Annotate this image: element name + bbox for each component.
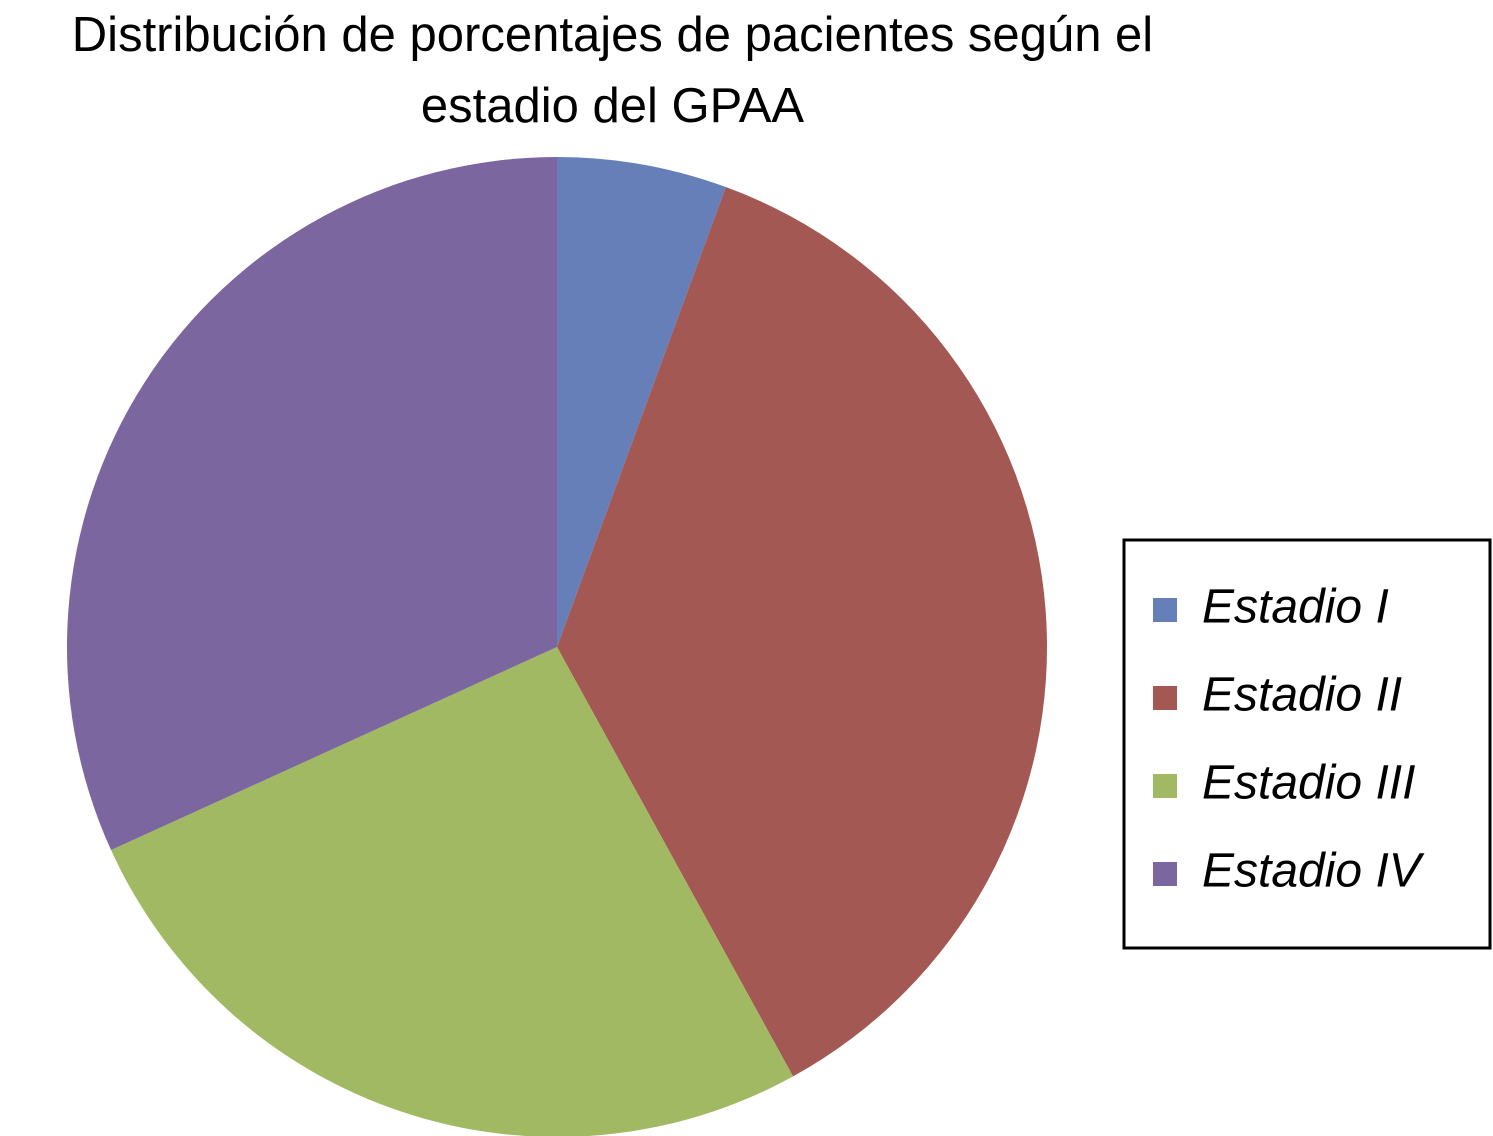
legend-label: Estadio IV <box>1202 845 1425 898</box>
legend-label: Estadio I <box>1202 581 1389 634</box>
legend-box <box>1122 538 1492 950</box>
legend-marker <box>1153 598 1177 622</box>
legend-label: Estadio III <box>1202 757 1415 810</box>
pie-slice <box>111 647 794 1136</box>
legend-marker <box>1153 774 1177 798</box>
legend-label: Estadio II <box>1202 669 1402 722</box>
pie-slice <box>557 157 726 647</box>
legend-marker <box>1153 862 1177 886</box>
pie-slice <box>557 187 1047 1077</box>
chart-title: Distribución de porcentajes de pacientes… <box>71 8 1154 133</box>
legend-marker <box>1153 686 1177 710</box>
pie-slice <box>66 156 558 851</box>
